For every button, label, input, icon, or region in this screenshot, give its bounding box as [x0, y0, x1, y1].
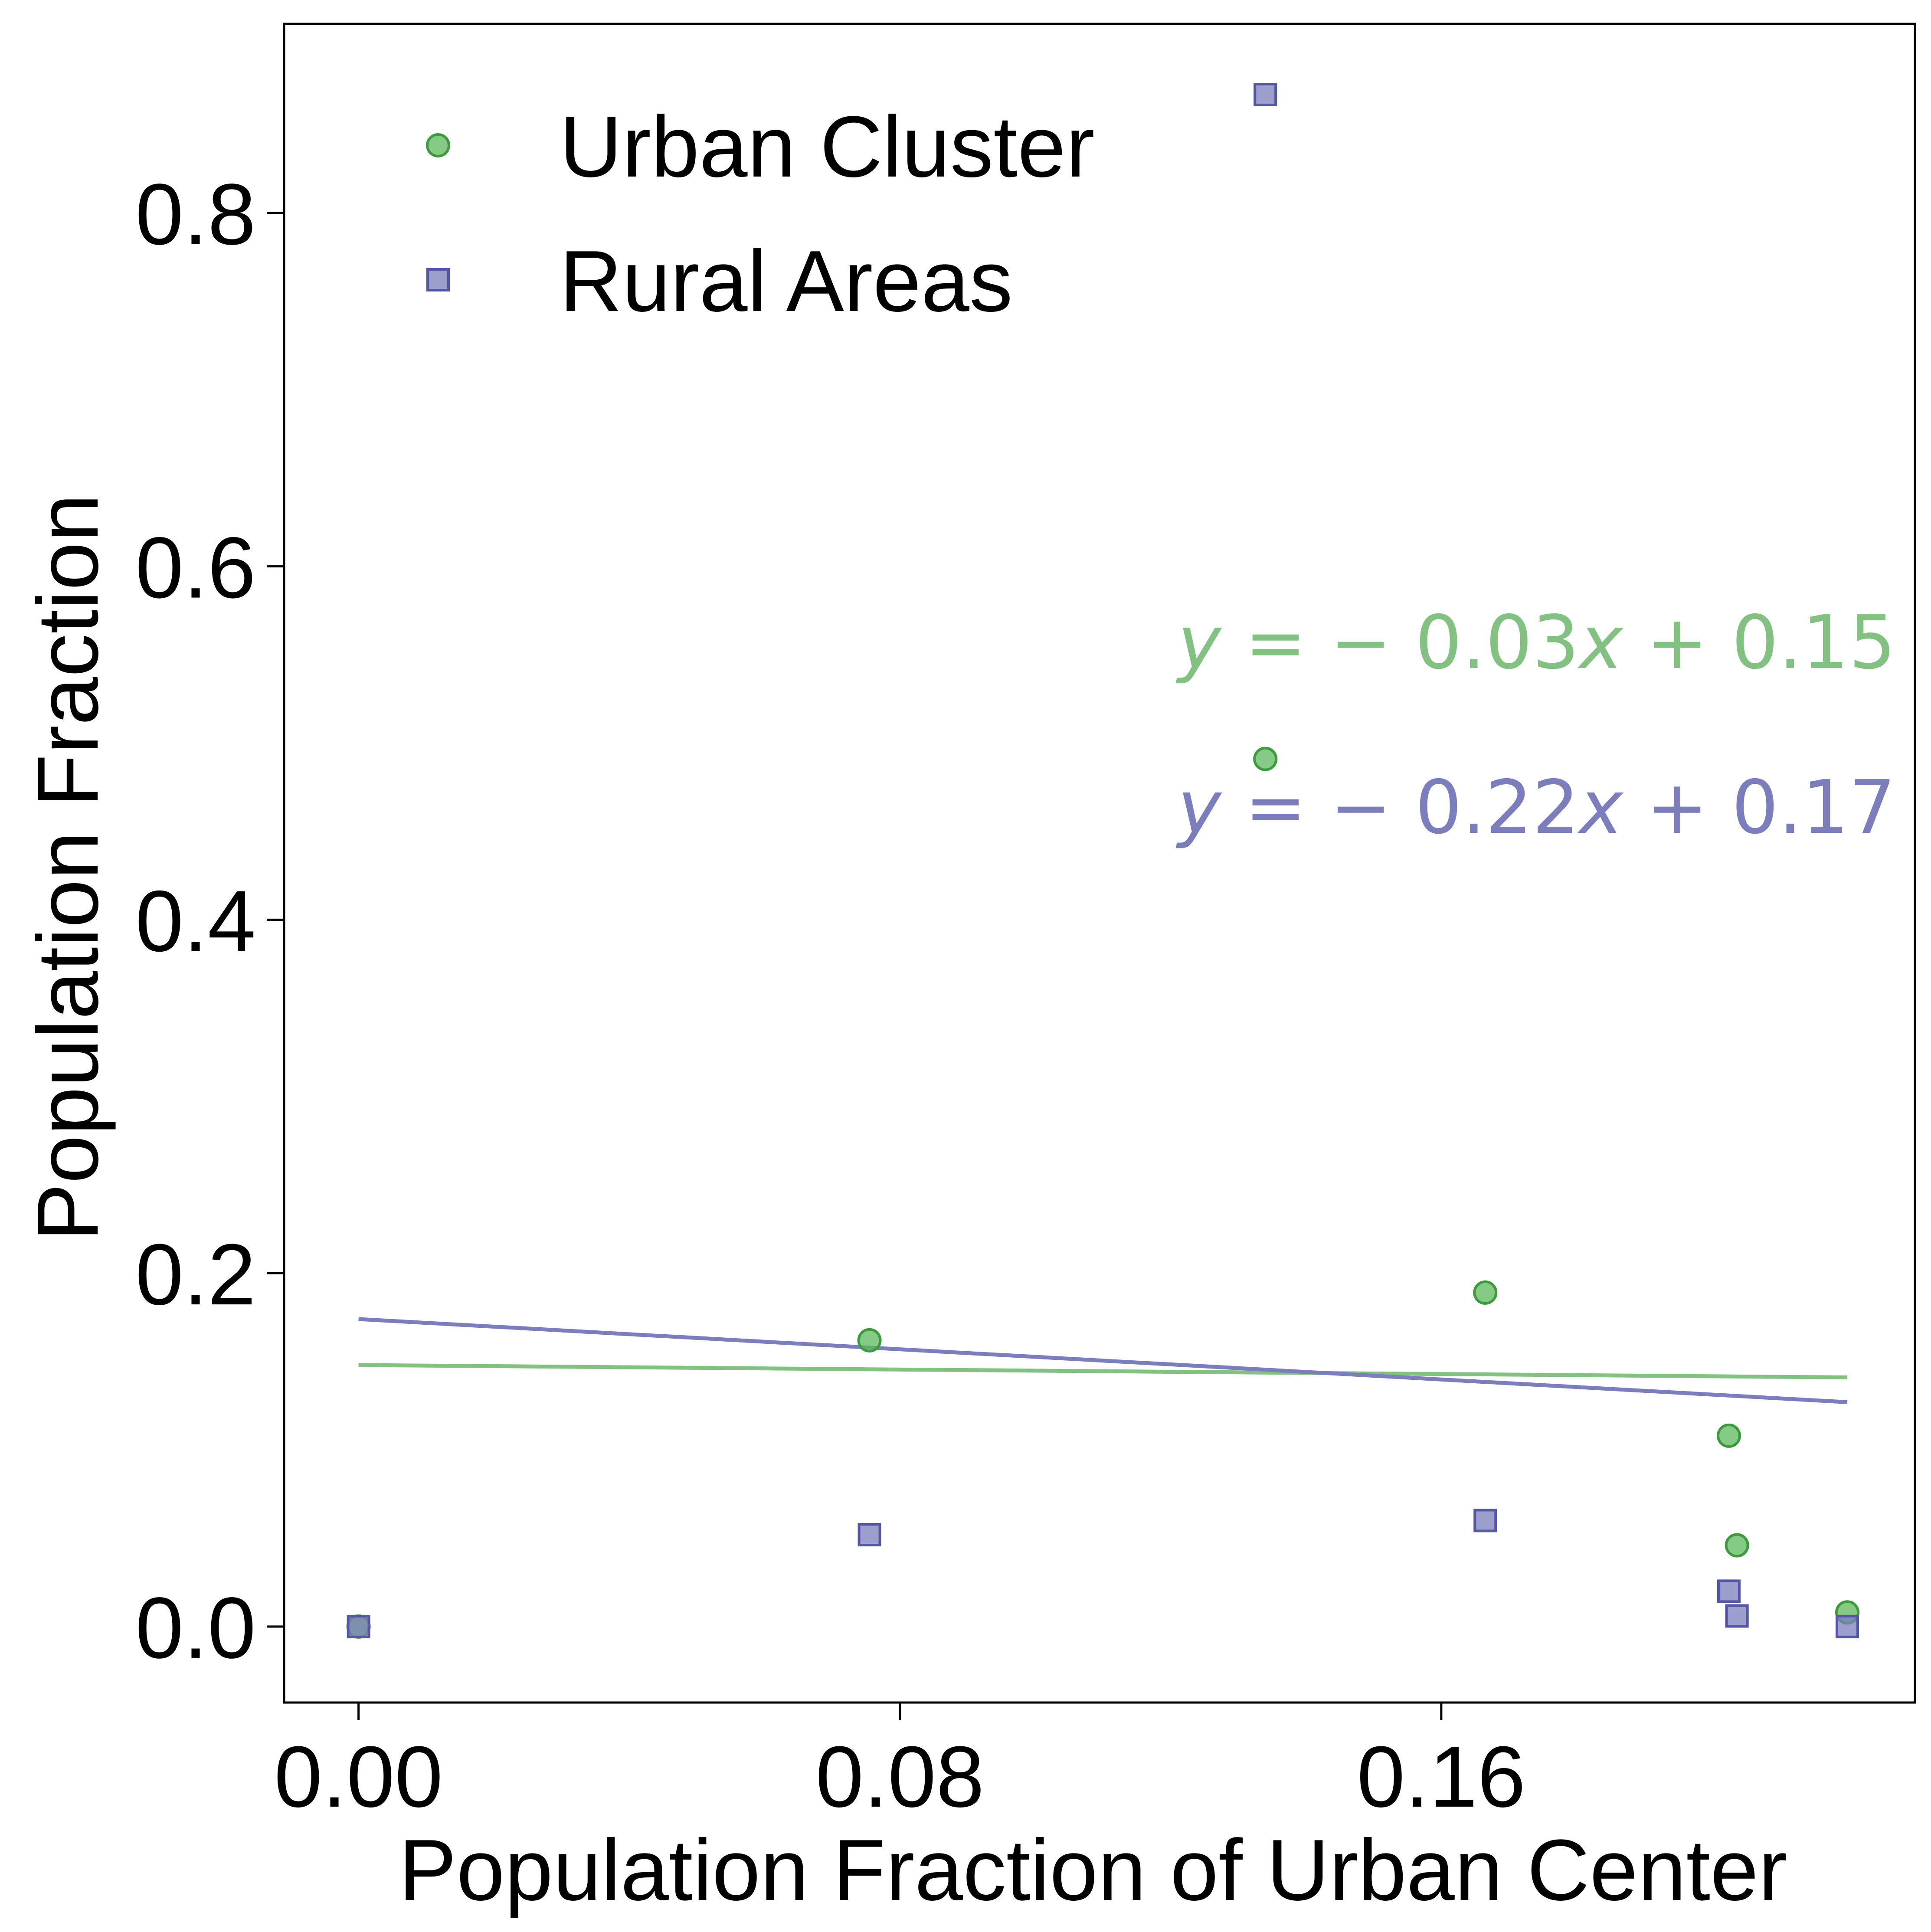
fit-equation-part: y [1175, 765, 1222, 851]
y-tick-label: 0.0 [135, 1580, 256, 1677]
x-axis-ticks: 0.00 0.08 0.16 [274, 1703, 1526, 1825]
fit-equations: y = − 0.03x + 0.15y = − 0.22x + 0.17 [1175, 600, 1896, 851]
x-tick-label: 0.08 [815, 1729, 984, 1825]
x-axis-label: Population Fraction of Urban Center [399, 1822, 1787, 1919]
scatter-point [1473, 1509, 1497, 1533]
legend-marker [426, 268, 450, 291]
fit-line [358, 1317, 1848, 1404]
legend-label: Rural Areas [560, 233, 1013, 330]
y-tick-label: 0.4 [135, 873, 256, 969]
scatter-point [1835, 1614, 1859, 1638]
fit-line [358, 1363, 1848, 1379]
scatter-point [857, 1523, 881, 1546]
y-axis-label: Population Fraction [20, 494, 116, 1241]
fit-equation: y = − 0.03x + 0.15 [1175, 600, 1896, 686]
fit-equation-part: x [1577, 765, 1624, 851]
scatter-point [1725, 1604, 1749, 1628]
fit-lines [358, 1317, 1848, 1404]
scatter-point [347, 1614, 370, 1638]
fit-equation-part: + 0.17 [1623, 765, 1896, 851]
y-tick-label: 0.8 [135, 166, 256, 263]
fit-equation-part: = − 0.22 [1221, 765, 1580, 851]
fit-equation-part: x [1577, 600, 1624, 686]
legend: Urban Cluster Rural Areas [426, 98, 1095, 330]
scatter-point [1473, 1280, 1498, 1305]
legend-label: Urban Cluster [560, 98, 1095, 195]
plot-frame [283, 23, 1916, 1704]
scatter-point [1254, 82, 1277, 106]
scatter-point [857, 1328, 882, 1352]
fit-equation-part: + 0.15 [1623, 600, 1896, 686]
scatter-point [1253, 747, 1278, 771]
y-axis-ticks: 0.0 0.2 0.4 0.6 0.8 [135, 166, 284, 1677]
x-tick-label: 0.16 [1357, 1729, 1525, 1825]
fit-equation: y = − 0.22x + 0.17 [1175, 765, 1896, 851]
y-tick-label: 0.2 [135, 1226, 256, 1323]
fit-equation-part: y [1175, 600, 1222, 686]
data-points [346, 82, 1859, 1639]
fit-equation-part: = − 0.03 [1221, 600, 1580, 686]
scatter-point [1725, 1533, 1749, 1558]
legend-marker [426, 133, 450, 157]
x-tick-label: 0.00 [274, 1729, 443, 1825]
y-tick-label: 0.6 [135, 520, 256, 616]
scatter-point [1717, 1579, 1741, 1603]
scatter-point [1716, 1423, 1741, 1448]
